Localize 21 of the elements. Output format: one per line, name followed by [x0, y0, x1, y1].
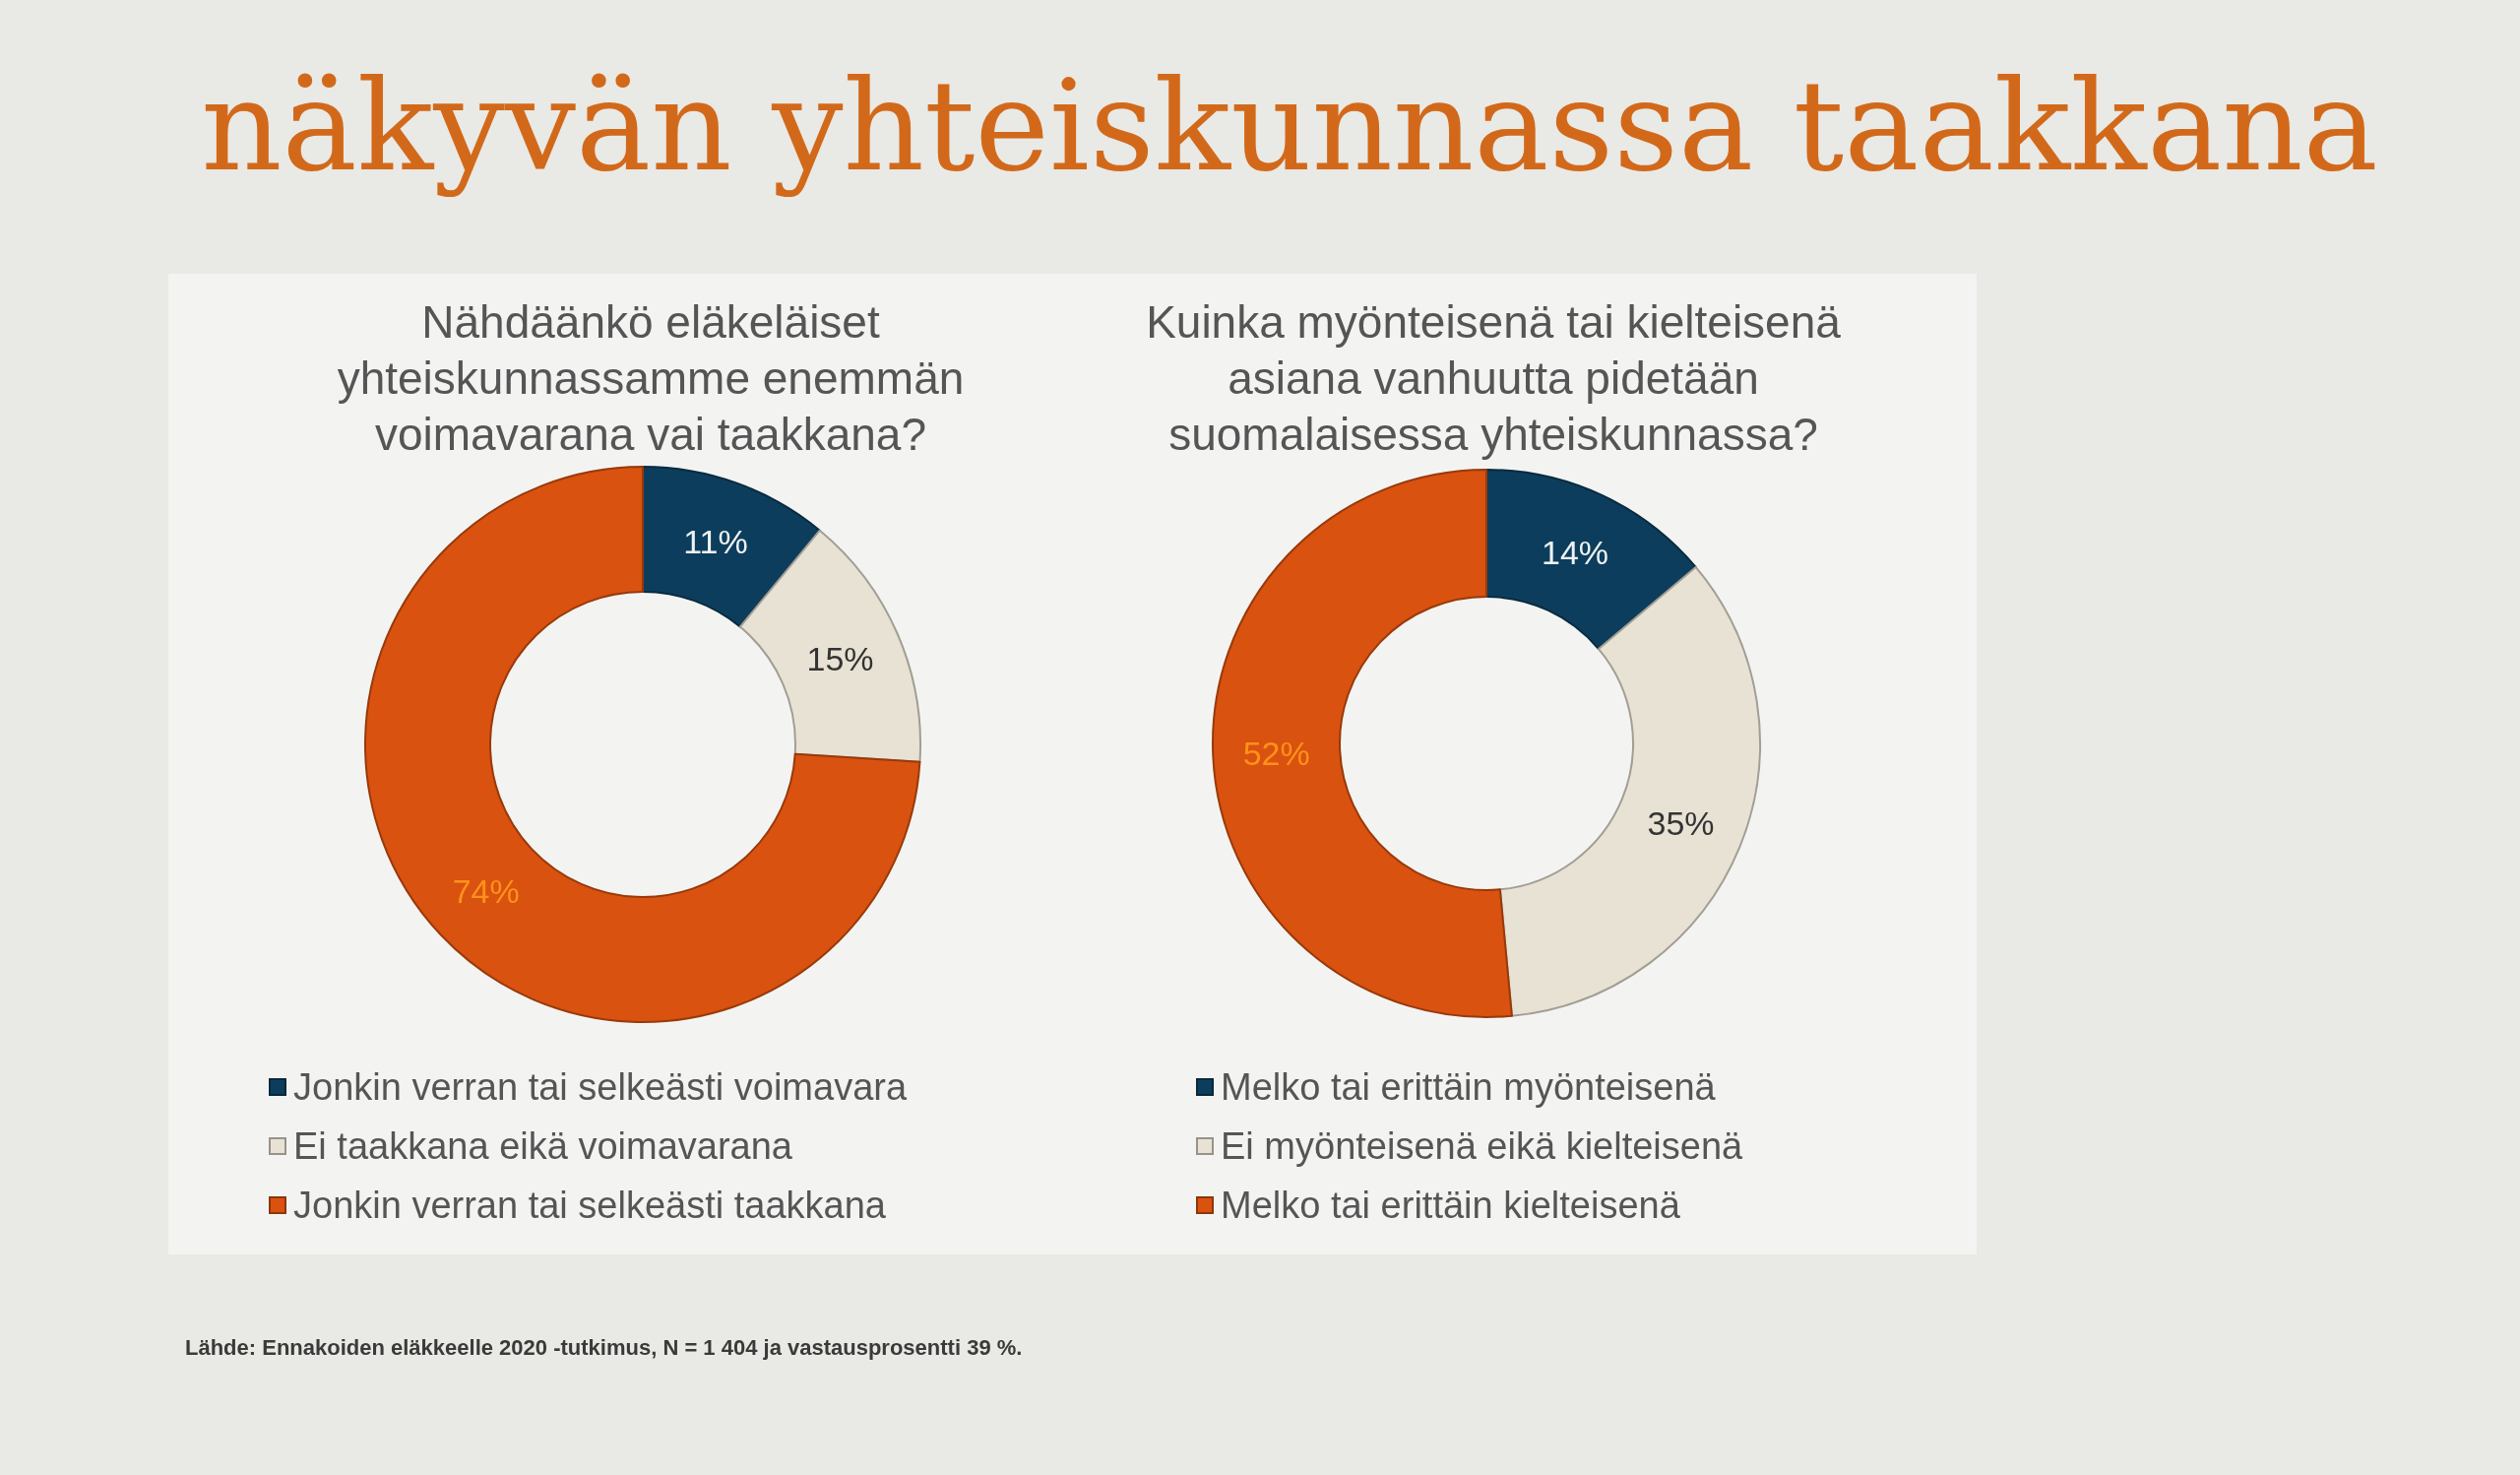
legend-label: Jonkin verran tai selkeästi voimavara	[293, 1066, 908, 1109]
chart-title: Nähdäänkö eläkeläiset yhteiskunnassamme enemmän voimavarana vai taakkana?	[337, 296, 965, 460]
legend-label: Melko tai erittäin myönteisenä	[1221, 1066, 1717, 1109]
legend-label: Jonkin verran tai selkeästi taakkana	[293, 1185, 887, 1227]
legend-label: Ei myönteisenä eikä kielteisenä	[1221, 1125, 1744, 1168]
data-label: 35%	[1647, 803, 1715, 842]
data-label: 11%	[683, 523, 748, 561]
legend-label: Melko tai erittäin kielteisenä	[1221, 1185, 1681, 1227]
donut-slice	[642, 466, 821, 628]
text: näkyvän yhteiskunnassa taakkana	[201, 52, 2378, 199]
data-label: 14%	[1542, 534, 1609, 572]
donut-slice	[1212, 469, 1513, 1018]
text: Lähde: Ennakoiden eläkkeelle 2020 -tutkimus, N = 1 404 ja vastausprosentti 39 %.	[185, 1335, 1023, 1360]
data-label: 15%	[806, 640, 874, 678]
legend-label: Ei taakkana eikä voimavarana	[293, 1125, 793, 1168]
donut-slice	[364, 466, 921, 1023]
donut-slice	[1485, 469, 1697, 651]
chart-title: Kuinka myönteisenä tai kielteisenä asiana vanhuutta pidetään suomalaisessa yhteiskunnassa?	[1146, 296, 1842, 460]
data-label: 52%	[1242, 734, 1310, 772]
donut-slice	[1498, 565, 1761, 1017]
data-label: 74%	[452, 872, 520, 911]
